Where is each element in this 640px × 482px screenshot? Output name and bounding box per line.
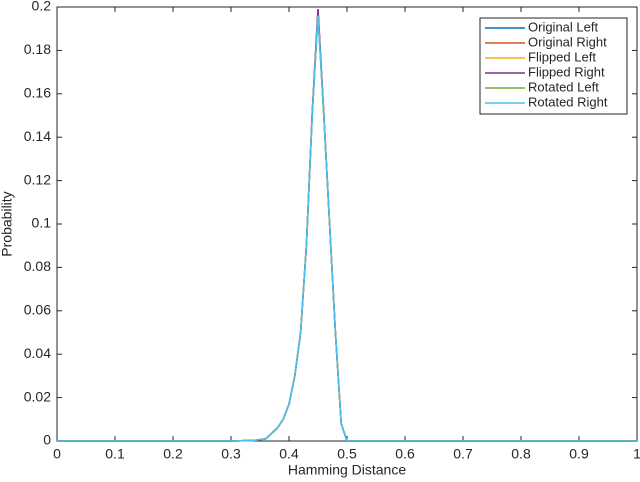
y-tick-label: 0.16 — [24, 85, 51, 101]
x-tick-label: 0.7 — [453, 446, 473, 462]
y-axis-label: Probability — [0, 191, 15, 256]
y-tick-label: 0.12 — [24, 171, 51, 187]
x-tick-label: 0 — [53, 446, 61, 462]
legend-label: Flipped Right — [528, 64, 605, 79]
legend-label: Original Right — [528, 34, 607, 49]
x-tick-label: 0.8 — [511, 446, 531, 462]
x-tick-label: 0.3 — [221, 446, 241, 462]
x-tick-label: 1 — [633, 446, 640, 462]
legend-box — [479, 17, 628, 115]
x-axis-label: Hamming Distance — [288, 462, 406, 478]
legend-label: Rotated Left — [528, 79, 599, 94]
y-tick-label: 0.14 — [24, 128, 51, 144]
x-tick-label: 0.9 — [569, 446, 589, 462]
y-tick-label: 0.02 — [24, 388, 51, 404]
y-tick-label: 0.08 — [24, 258, 51, 274]
y-tick-label: 0.06 — [24, 302, 51, 318]
y-tick-label: 0.18 — [24, 41, 51, 57]
x-tick-label: 0.2 — [163, 446, 183, 462]
legend-label: Original Left — [528, 19, 598, 34]
x-tick-label: 0.4 — [279, 446, 299, 462]
y-tick-label: 0.2 — [32, 0, 52, 14]
series-line — [57, 15, 637, 442]
y-tick-label: 0.04 — [24, 345, 51, 361]
x-tick-label: 0.1 — [105, 446, 125, 462]
legend-label: Rotated Right — [528, 94, 608, 109]
legend-label: Flipped Left — [528, 49, 596, 64]
x-tick-label: 0.6 — [395, 446, 415, 462]
y-tick-label: 0 — [43, 432, 51, 448]
y-tick-label: 0.1 — [32, 215, 52, 231]
x-tick-label: 0.5 — [337, 446, 357, 462]
